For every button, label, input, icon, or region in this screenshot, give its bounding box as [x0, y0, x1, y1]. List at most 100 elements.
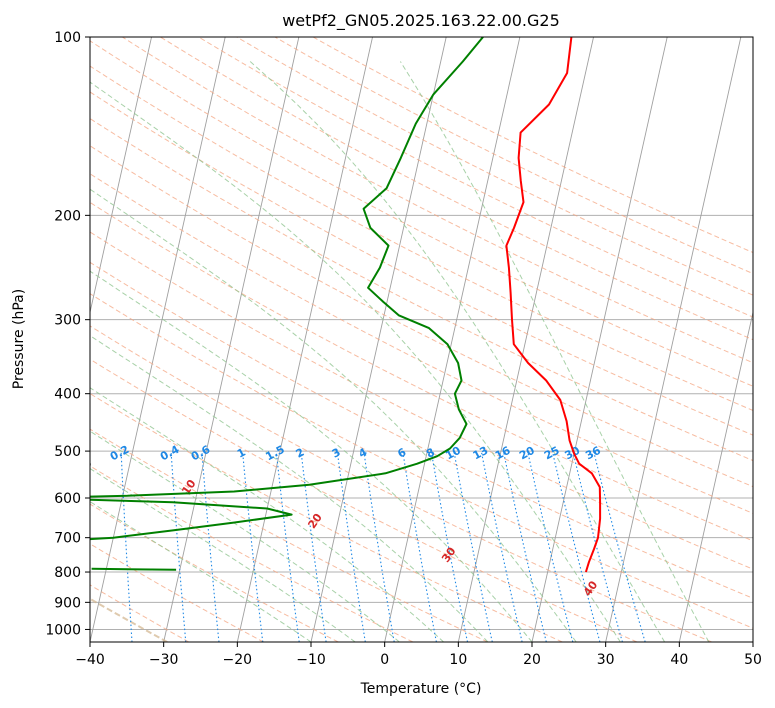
mixing-ratio-label: 0.2	[108, 443, 131, 464]
mixing-ratio-line	[430, 451, 469, 642]
chart-title: wetPf2_GN05.2025.163.22.00.G25	[282, 11, 560, 31]
x-axis-label: Temperature (°C)	[360, 681, 482, 697]
dry-adiabat-line	[90, 91, 753, 436]
x-tick-label: 20	[523, 652, 541, 668]
mixing-ratio-label: 25	[542, 444, 562, 463]
mixing-ratio-line	[502, 450, 547, 642]
mixing-ratio-label: 20	[517, 444, 537, 463]
moist-adiabat-line	[90, 270, 533, 642]
dry-adiabat-line	[90, 584, 190, 642]
x-tick-label: 40	[670, 652, 688, 668]
isotherm-line	[236, 37, 373, 642]
y-tick-label: 1000	[45, 622, 81, 638]
mixing-ratio-line	[241, 451, 264, 642]
moist-adiabat-line	[90, 188, 577, 642]
y-tick-label: 200	[54, 208, 81, 224]
y-tick-label: 500	[54, 444, 81, 460]
mixing-ratio-label: 1	[235, 446, 248, 461]
dry-adiabat-line	[90, 65, 753, 412]
mixing-ratio-label: 13	[471, 444, 491, 463]
dry-adiabat-line	[236, 37, 753, 296]
mixing-ratio-line	[300, 451, 327, 642]
x-tick-label: 30	[597, 652, 615, 668]
y-tick-label: 300	[54, 313, 81, 329]
isotherm-line	[384, 37, 521, 642]
mixing-ratio-line	[593, 450, 646, 642]
moist-adiabat-line	[90, 430, 400, 642]
dry-adiabat-line	[90, 465, 414, 642]
isotherm-line	[605, 37, 742, 642]
mixing-ratio-line	[551, 450, 601, 642]
plot-frame	[89, 36, 754, 643]
series-line-3	[91, 567, 177, 571]
mixing-ratio-line	[363, 451, 395, 642]
moist-adiabat-line	[90, 501, 312, 642]
mixing-ratio-label: 0.6	[189, 443, 213, 464]
isotherm-line	[678, 310, 753, 642]
isotherm-line	[0, 37, 4, 642]
dry-adiabat-line	[90, 231, 753, 570]
dry-adiabat-label: 30	[439, 545, 459, 565]
mixing-ratio-label: 36	[583, 444, 603, 463]
dry-adiabat-line	[198, 37, 753, 318]
mixing-ratio-line	[572, 450, 623, 642]
y-axis-label: Pressure (hPa)	[11, 289, 27, 389]
moist-adiabat-line	[90, 81, 621, 642]
dry-adiabat-line	[90, 325, 712, 642]
moist-adiabat-line	[90, 335, 489, 642]
dry-adiabat-line	[90, 145, 753, 488]
mixing-ratio-label: 6	[395, 445, 408, 460]
mixing-ratio-label: 10	[443, 444, 463, 463]
dry-adiabat-line	[90, 428, 488, 642]
y-tick-label: 800	[54, 565, 81, 581]
series-line-2	[90, 37, 484, 541]
dry-adiabat-line	[90, 293, 753, 629]
mixing-ratio-label: 30	[563, 444, 583, 463]
mixing-ratio-label: 16	[493, 444, 513, 463]
mixing-ratio-label: 0.4	[158, 443, 182, 464]
y-tick-label: 900	[54, 595, 81, 611]
mixing-ratio-line	[201, 451, 220, 642]
dry-adiabat-line	[90, 543, 264, 642]
dry-adiabat-label: 40	[581, 578, 601, 598]
mixing-ratio-line	[527, 450, 574, 642]
isotherm-line	[752, 639, 753, 642]
x-tick-label: −20	[223, 652, 253, 668]
dry-adiabat-line	[90, 118, 753, 462]
x-tick-label: −10	[296, 652, 326, 668]
isotherm-line	[163, 37, 300, 642]
dry-adiabat-line	[90, 261, 753, 599]
mixing-ratio-line	[275, 451, 300, 642]
dry-adiabat-line	[90, 393, 563, 642]
mixing-ratio-line	[336, 451, 366, 642]
mixing-ratio-line	[170, 451, 187, 642]
mixing-ratio-line	[453, 451, 493, 642]
dry-adiabat-line	[90, 201, 753, 542]
mixing-ratio-label: 4	[356, 445, 369, 460]
moist-adiabat-line	[249, 61, 666, 642]
mixing-ratio-label: 1.5	[263, 443, 286, 464]
dry-adiabat-line	[160, 37, 753, 341]
y-tick-label: 100	[54, 30, 81, 46]
moist-adiabat-line	[90, 387, 444, 642]
dry-adiabat-label: 0	[80, 457, 95, 471]
isotherm-line	[90, 37, 152, 315]
dry-adiabat-line	[312, 37, 753, 254]
x-tick-label: 10	[449, 652, 467, 668]
isotherm-line	[457, 37, 594, 642]
mixing-ratio-label: 2	[294, 446, 307, 461]
mixing-ratio-line	[480, 450, 523, 642]
isotherm-line	[90, 37, 226, 642]
moist-adiabat-line	[399, 61, 710, 642]
x-tick-label: 0	[380, 652, 389, 668]
y-tick-label: 700	[54, 531, 81, 547]
y-tick-label: 400	[54, 387, 81, 403]
x-tick-label: −30	[149, 652, 179, 668]
dry-adiabat-line	[90, 173, 753, 514]
y-tick-label: 600	[54, 491, 81, 507]
x-tick-label: 50	[744, 652, 762, 668]
dry-adiabat-line	[90, 40, 753, 387]
moist-adiabat-line	[90, 467, 356, 642]
series-line-1	[505, 37, 602, 573]
